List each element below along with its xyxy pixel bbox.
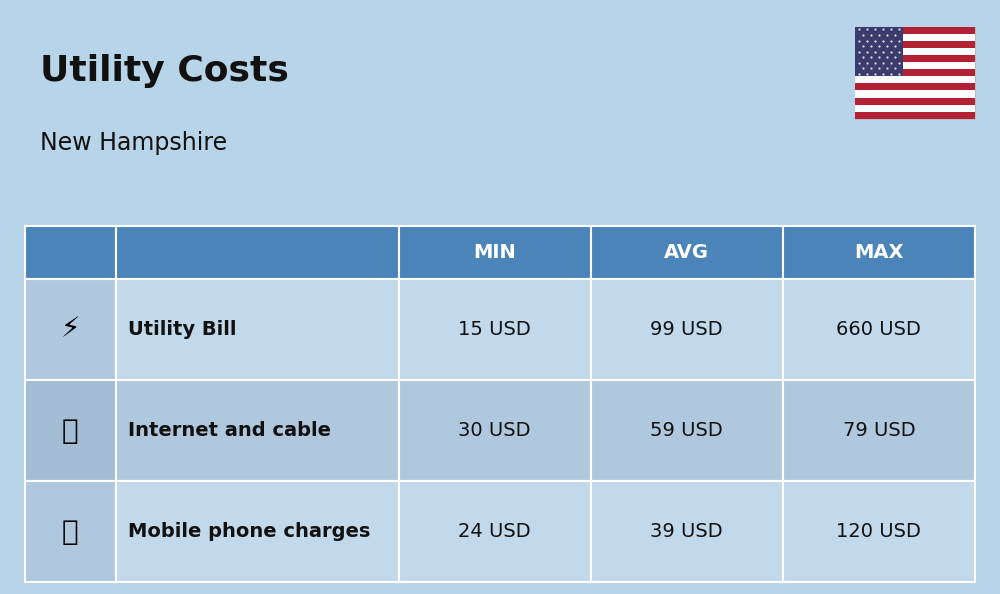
Bar [116, 226, 399, 279]
Text: 99 USD: 99 USD [650, 320, 723, 339]
Bar [116, 481, 399, 582]
Bar [783, 380, 975, 481]
Bar [25, 226, 116, 279]
Text: MAX: MAX [854, 243, 904, 262]
Bar [855, 27, 975, 34]
Bar [116, 279, 399, 380]
Bar [591, 279, 783, 380]
Bar [783, 279, 975, 380]
Bar [399, 279, 591, 380]
Bar [855, 27, 975, 119]
Text: 59 USD: 59 USD [650, 421, 723, 440]
Text: 30 USD: 30 USD [458, 421, 531, 440]
Text: Utility Costs: Utility Costs [40, 54, 289, 89]
Text: 120 USD: 120 USD [836, 522, 921, 541]
Bar [855, 112, 975, 119]
Bar [855, 76, 975, 83]
Bar [855, 27, 903, 76]
Text: 39 USD: 39 USD [650, 522, 723, 541]
Text: MIN: MIN [473, 243, 516, 262]
Bar [116, 380, 399, 481]
Text: 📱: 📱 [62, 517, 79, 546]
Bar [855, 83, 975, 90]
Bar [399, 226, 591, 279]
Text: 660 USD: 660 USD [836, 320, 921, 339]
Text: New Hampshire: New Hampshire [40, 131, 227, 154]
Text: 79 USD: 79 USD [843, 421, 915, 440]
Bar [855, 48, 975, 55]
Text: 📶: 📶 [62, 416, 79, 445]
Text: Utility Bill: Utility Bill [128, 320, 236, 339]
Bar [591, 226, 783, 279]
Text: 24 USD: 24 USD [458, 522, 531, 541]
Bar [783, 481, 975, 582]
Bar [591, 481, 783, 582]
Bar [399, 481, 591, 582]
Text: ⚡: ⚡ [61, 315, 80, 344]
Bar [855, 97, 975, 105]
Text: Internet and cable: Internet and cable [128, 421, 331, 440]
Bar [855, 62, 975, 69]
Text: AVG: AVG [664, 243, 709, 262]
Bar [855, 90, 975, 97]
Bar [25, 279, 116, 380]
Bar [855, 34, 975, 41]
Text: Mobile phone charges: Mobile phone charges [128, 522, 370, 541]
Bar [855, 55, 975, 62]
Bar [855, 69, 975, 76]
Bar [25, 380, 116, 481]
Text: 15 USD: 15 USD [458, 320, 531, 339]
Bar [855, 105, 975, 112]
Bar [25, 481, 116, 582]
Bar [783, 226, 975, 279]
Bar [399, 380, 591, 481]
Bar [591, 380, 783, 481]
Bar [855, 41, 975, 48]
